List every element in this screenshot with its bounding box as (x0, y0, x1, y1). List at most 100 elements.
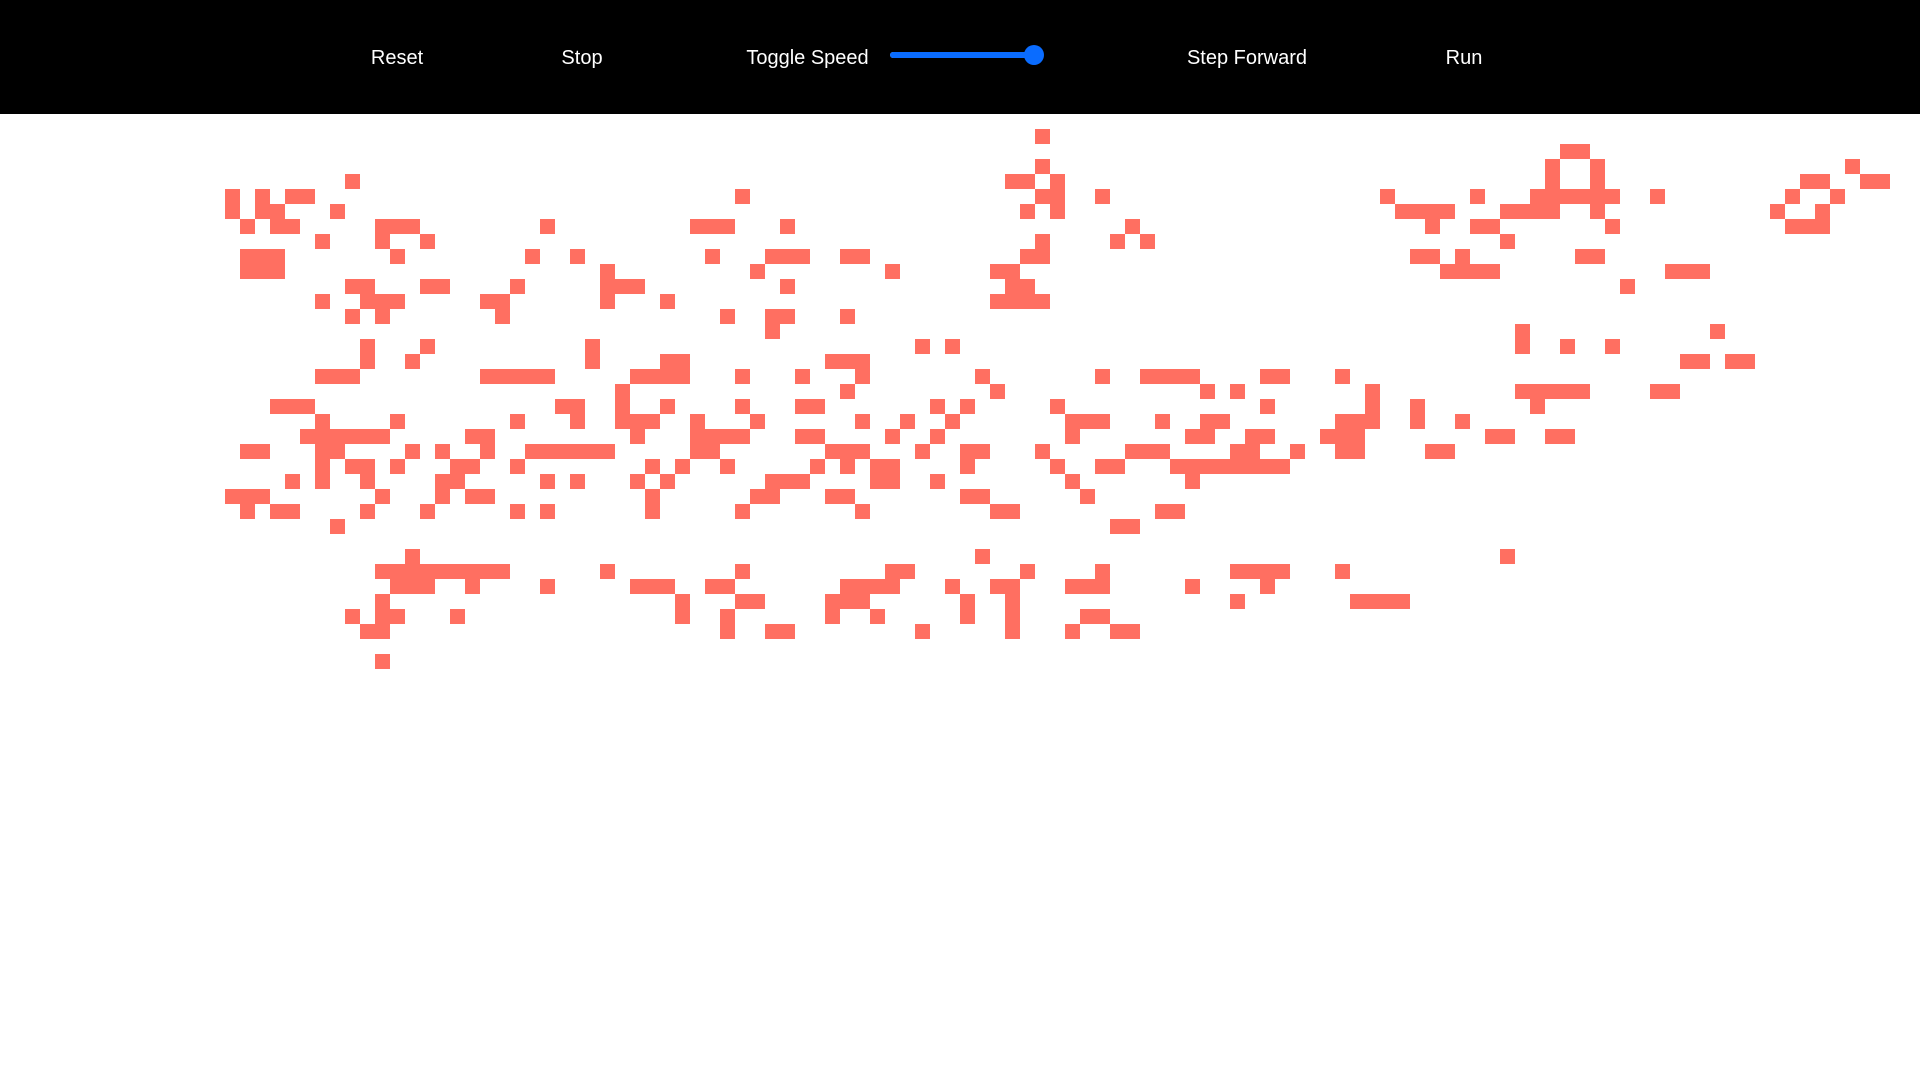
live-cell[interactable] (510, 279, 525, 294)
live-cell[interactable] (1395, 204, 1410, 219)
live-cell[interactable] (1035, 249, 1050, 264)
live-cell[interactable] (1110, 234, 1125, 249)
live-cell[interactable] (270, 204, 285, 219)
live-cell[interactable] (840, 249, 855, 264)
live-cell[interactable] (375, 294, 390, 309)
live-cell[interactable] (1200, 384, 1215, 399)
live-cell[interactable] (855, 414, 870, 429)
live-cell[interactable] (1545, 174, 1560, 189)
live-cell[interactable] (810, 399, 825, 414)
live-cell[interactable] (1125, 444, 1140, 459)
live-cell[interactable] (300, 429, 315, 444)
live-cell[interactable] (1770, 204, 1785, 219)
live-cell[interactable] (1035, 444, 1050, 459)
live-cell[interactable] (720, 219, 735, 234)
live-cell[interactable] (615, 414, 630, 429)
live-cell[interactable] (1005, 264, 1020, 279)
live-cell[interactable] (840, 489, 855, 504)
live-cell[interactable] (1185, 369, 1200, 384)
live-cell[interactable] (720, 309, 735, 324)
live-cell[interactable] (840, 594, 855, 609)
live-cell[interactable] (855, 369, 870, 384)
live-cell[interactable] (1650, 384, 1665, 399)
live-cell[interactable] (1290, 444, 1305, 459)
live-cell[interactable] (1095, 459, 1110, 474)
live-cell[interactable] (450, 459, 465, 474)
live-cell[interactable] (1350, 429, 1365, 444)
live-cell[interactable] (510, 369, 525, 384)
live-cell[interactable] (1560, 429, 1575, 444)
live-cell[interactable] (225, 204, 240, 219)
live-cell[interactable] (840, 459, 855, 474)
live-cell[interactable] (1035, 294, 1050, 309)
live-cell[interactable] (1020, 279, 1035, 294)
live-cell[interactable] (1350, 414, 1365, 429)
live-cell[interactable] (480, 489, 495, 504)
live-cell[interactable] (315, 414, 330, 429)
live-cell[interactable] (1020, 249, 1035, 264)
live-cell[interactable] (1335, 369, 1350, 384)
live-cell[interactable] (540, 369, 555, 384)
live-cell[interactable] (345, 174, 360, 189)
live-cell[interactable] (645, 489, 660, 504)
live-cell[interactable] (1560, 144, 1575, 159)
live-cell[interactable] (240, 264, 255, 279)
live-cell[interactable] (285, 399, 300, 414)
live-cell[interactable] (765, 249, 780, 264)
live-cell[interactable] (1260, 369, 1275, 384)
live-cell[interactable] (855, 249, 870, 264)
live-cell[interactable] (675, 594, 690, 609)
live-cell[interactable] (315, 444, 330, 459)
live-cell[interactable] (390, 294, 405, 309)
live-cell[interactable] (255, 489, 270, 504)
live-cell[interactable] (1005, 579, 1020, 594)
live-cell[interactable] (375, 234, 390, 249)
live-cell[interactable] (1530, 204, 1545, 219)
live-cell[interactable] (1050, 459, 1065, 474)
live-cell[interactable] (330, 519, 345, 534)
live-cell[interactable] (1350, 594, 1365, 609)
reset-button[interactable]: Reset (370, 0, 424, 114)
live-cell[interactable] (1365, 414, 1380, 429)
live-cell[interactable] (1560, 189, 1575, 204)
live-cell[interactable] (1530, 189, 1545, 204)
live-cell[interactable] (1815, 219, 1830, 234)
live-cell[interactable] (660, 369, 675, 384)
live-cell[interactable] (630, 474, 645, 489)
live-cell[interactable] (390, 459, 405, 474)
live-cell[interactable] (1065, 474, 1080, 489)
live-cell[interactable] (780, 249, 795, 264)
live-cell[interactable] (1500, 234, 1515, 249)
live-cell[interactable] (690, 444, 705, 459)
step-forward-button[interactable]: Step Forward (1186, 0, 1308, 114)
live-cell[interactable] (405, 354, 420, 369)
live-cell[interactable] (645, 504, 660, 519)
live-cell[interactable] (780, 474, 795, 489)
live-cell[interactable] (450, 609, 465, 624)
live-cell[interactable] (1590, 174, 1605, 189)
live-cell[interactable] (420, 279, 435, 294)
live-cell[interactable] (1380, 189, 1395, 204)
live-cell[interactable] (1275, 564, 1290, 579)
live-cell[interactable] (1455, 264, 1470, 279)
live-cell[interactable] (375, 429, 390, 444)
live-cell[interactable] (735, 189, 750, 204)
live-cell[interactable] (660, 294, 675, 309)
live-cell[interactable] (270, 249, 285, 264)
live-cell[interactable] (780, 309, 795, 324)
live-cell[interactable] (465, 429, 480, 444)
live-cell[interactable] (1020, 174, 1035, 189)
live-cell[interactable] (465, 579, 480, 594)
live-cell[interactable] (375, 489, 390, 504)
live-cell[interactable] (270, 504, 285, 519)
live-cell[interactable] (1620, 279, 1635, 294)
live-cell[interactable] (795, 369, 810, 384)
live-cell[interactable] (1005, 294, 1020, 309)
live-cell[interactable] (1590, 189, 1605, 204)
live-cell[interactable] (1665, 264, 1680, 279)
live-cell[interactable] (1020, 204, 1035, 219)
live-cell[interactable] (675, 354, 690, 369)
live-cell[interactable] (1170, 459, 1185, 474)
live-cell[interactable] (795, 249, 810, 264)
live-cell[interactable] (360, 339, 375, 354)
